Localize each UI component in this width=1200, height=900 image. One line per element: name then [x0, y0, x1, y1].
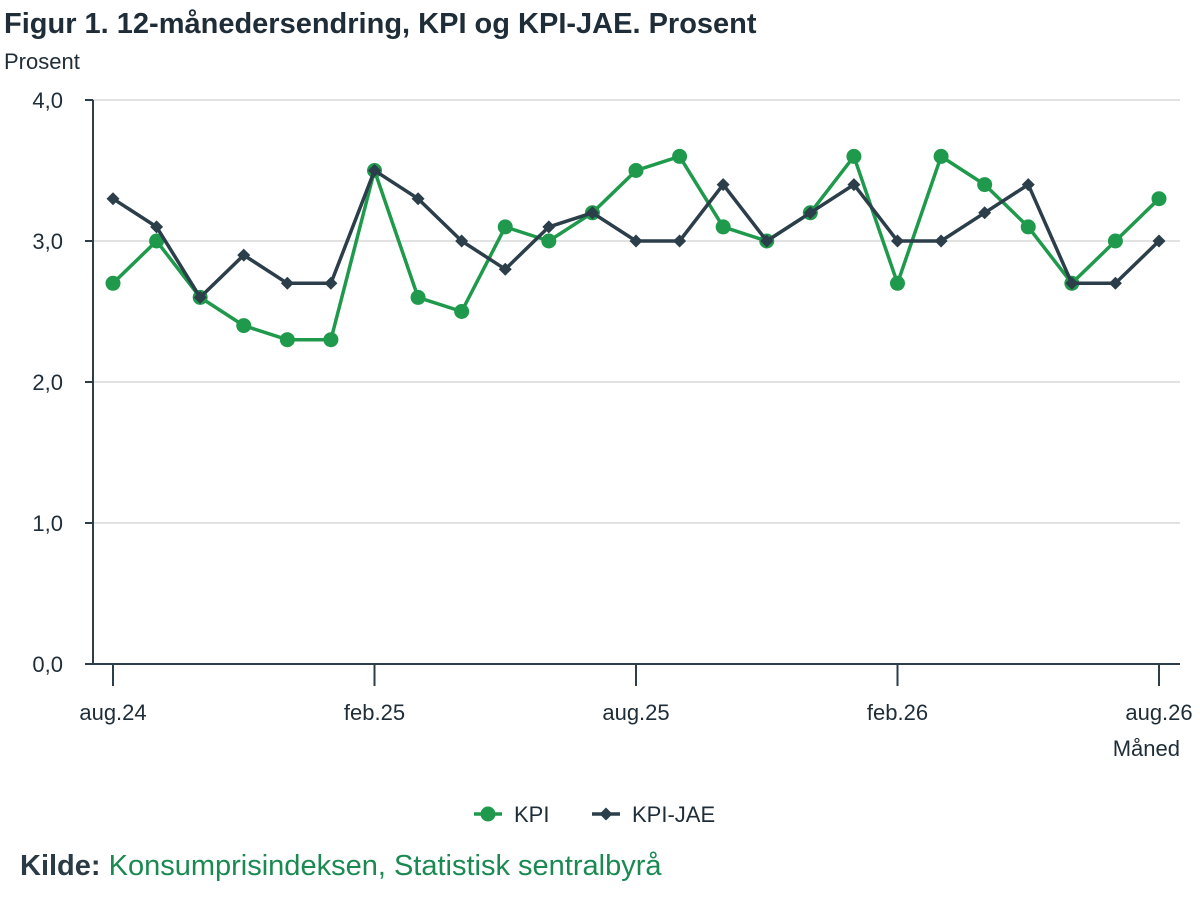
data-point	[368, 164, 381, 177]
data-point	[280, 276, 294, 290]
data-point	[1152, 234, 1166, 248]
data-point	[847, 178, 861, 192]
data-point	[541, 233, 557, 249]
y-tick-label: 3,0	[32, 229, 63, 254]
legend-marker	[599, 807, 613, 821]
y-tick-label: 4,0	[32, 88, 63, 113]
data-point	[628, 163, 644, 178]
series-kpi-jae	[106, 164, 1166, 304]
data-point	[323, 332, 339, 348]
data-point	[454, 304, 470, 319]
data-point	[193, 290, 207, 304]
data-point	[279, 332, 295, 348]
data-point	[977, 177, 993, 193]
data-point	[846, 148, 862, 164]
data-point	[891, 234, 904, 248]
x-tick-label: feb.26	[867, 700, 928, 725]
x-tick-label: aug.24	[79, 700, 146, 725]
data-point	[629, 234, 643, 248]
chart-title: Figur 1. 12-månedersendring, KPI og KPI-…	[4, 8, 757, 40]
data-point	[673, 234, 687, 248]
data-point	[978, 206, 992, 220]
source-text[interactable]: Konsumprisindeksen, Statistisk sentralby…	[108, 850, 662, 882]
y-tick-label: 1,0	[32, 511, 63, 536]
data-point	[672, 148, 688, 164]
x-axis-label: Måned	[1113, 736, 1180, 761]
data-point	[324, 276, 338, 290]
source-note: Kilde: Konsumprisindeksen, Statistisk se…	[20, 850, 661, 883]
legend: KPI KPI-JAE	[474, 802, 715, 827]
x-tick-label: feb.25	[344, 700, 405, 725]
data-point	[498, 262, 512, 276]
data-point	[890, 275, 905, 291]
x-tick-label: aug.26	[1125, 700, 1192, 725]
data-point	[150, 220, 164, 234]
data-point	[585, 206, 599, 220]
legend-label: KPI	[514, 802, 549, 827]
y-tick-label: 2,0	[32, 370, 63, 395]
data-point	[149, 233, 165, 249]
data-point	[542, 220, 556, 234]
data-point	[934, 234, 948, 248]
data-point	[716, 178, 730, 192]
data-point	[236, 318, 252, 334]
series-line	[112, 168, 1161, 300]
data-point	[497, 219, 513, 235]
data-point	[760, 234, 774, 248]
data-point	[1021, 178, 1035, 192]
y-tick-label: 0,0	[32, 652, 63, 677]
series-kpi	[105, 148, 1167, 348]
data-point	[106, 192, 120, 206]
legend-item: KPI-JAE	[592, 802, 715, 827]
y-axis-label: Prosent	[4, 49, 80, 74]
series	[105, 148, 1167, 348]
data-point	[803, 206, 817, 220]
data-point	[455, 234, 469, 248]
legend-label: KPI-JAE	[632, 802, 715, 827]
data-point	[1065, 276, 1079, 290]
data-point	[105, 275, 121, 291]
line-chart: 0,0 1,0 2,0 3,0 4,0 aug.24 feb.25 aug.25 feb.26 a…	[4, 49, 1193, 827]
data-point	[1151, 191, 1167, 207]
data-point	[410, 289, 426, 305]
axes: 0,0 1,0 2,0 3,0 4,0 aug.24 feb.25 aug.25 feb.26 a…	[32, 88, 1192, 725]
legend-marker	[480, 806, 496, 822]
source-label: Kilde:	[20, 850, 101, 882]
data-point	[715, 219, 731, 235]
x-tick-label: aug.25	[602, 700, 669, 725]
series-line	[111, 154, 1161, 342]
data-point	[1108, 276, 1122, 290]
data-point	[237, 248, 251, 262]
legend-item: KPI	[474, 802, 549, 827]
data-point	[933, 148, 949, 164]
data-point	[1020, 219, 1036, 235]
data-point	[1107, 233, 1123, 249]
data-point	[411, 192, 425, 206]
